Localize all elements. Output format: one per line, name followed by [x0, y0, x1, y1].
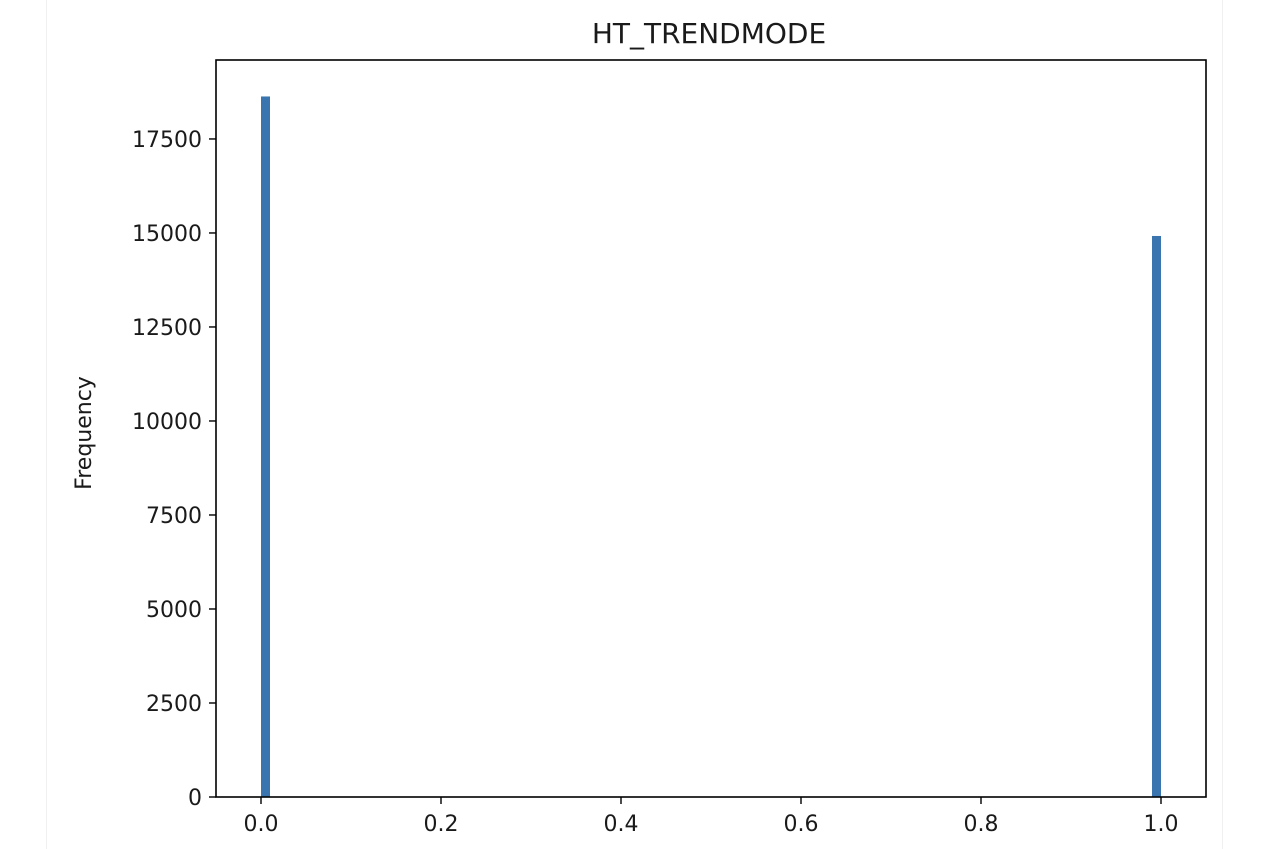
y-tick-label: 0 [188, 786, 202, 811]
y-tick-label: 2500 [146, 692, 202, 717]
x-tick-label: 0.0 [244, 812, 279, 837]
y-tick-label: 12500 [132, 316, 202, 341]
histogram-bar-1 [1152, 235, 1161, 798]
y-tick-label: 10000 [132, 410, 202, 435]
y-tick-label: 7500 [146, 504, 202, 529]
y-tick-label: 15000 [132, 222, 202, 247]
y-axis-label: Frequency [72, 376, 97, 490]
y-axis-ticks: 0 2500 5000 7500 10000 12500 15000 17500 [132, 128, 216, 811]
x-tick-label: 0.2 [424, 812, 459, 837]
plot-frame [215, 59, 1207, 798]
bars-group [261, 96, 1161, 798]
right-border-strip [1222, 0, 1223, 849]
y-tick-label: 17500 [132, 128, 202, 153]
x-axis-ticks: 0.0 0.2 0.4 0.6 0.8 1.0 [244, 797, 1179, 837]
left-border-strip [46, 0, 47, 849]
y-tick-label: 5000 [146, 598, 202, 623]
x-tick-label: 1.0 [1144, 812, 1179, 837]
x-tick-label: 0.4 [604, 812, 639, 837]
chart-title: HT_TRENDMODE [592, 17, 826, 50]
x-tick-label: 0.8 [964, 812, 999, 837]
histogram-bar-0 [261, 96, 270, 798]
x-tick-label: 0.6 [784, 812, 819, 837]
